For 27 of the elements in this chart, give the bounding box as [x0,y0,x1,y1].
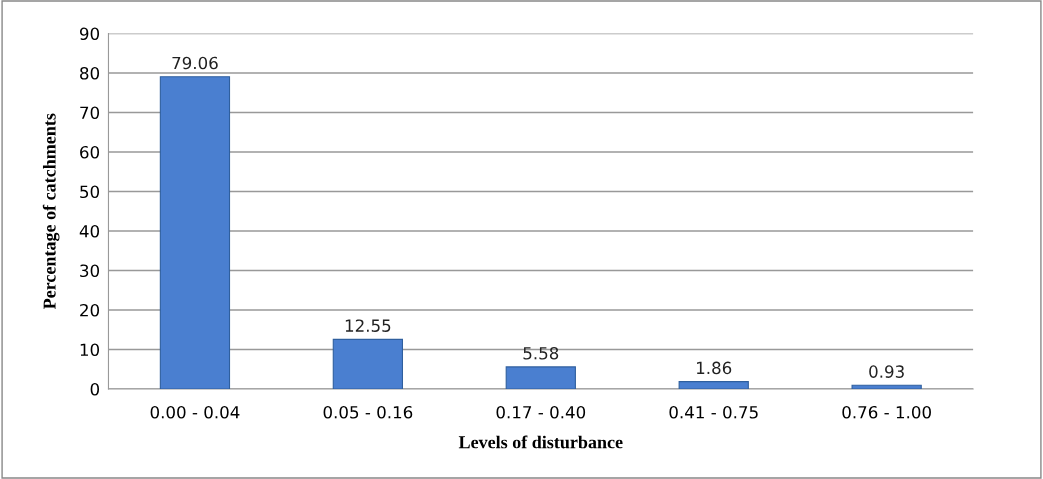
y-tick-label: 0 [90,382,100,396]
y-tick-label: 10 [80,343,100,357]
bar [505,366,576,389]
data-label: 1.86 [697,361,732,375]
y-tick-label: 70 [80,106,100,120]
y-axis-title: Percentage of catchments [42,113,60,310]
x-tick-label: 0.05 - 0.16 [323,405,413,419]
x-tick-label: 0.41 - 0.75 [669,405,758,419]
x-tick-label: 0.17 - 0.40 [496,405,586,419]
y-tick-label: 40 [79,224,100,238]
bar [159,76,231,389]
x-tick-label: 0.76 - 1.00 [842,405,931,419]
y-tick-label: 30 [80,264,100,278]
y-tick-label: 80 [80,66,100,80]
y-tick-label: 60 [80,145,100,159]
bar [332,338,404,389]
y-tick-label: 20 [80,303,100,317]
data-label: 79.06 [172,56,218,70]
x-tick-label: 0.00 - 0.04 [150,405,240,419]
data-label: 12.55 [345,319,391,332]
bar [678,381,749,389]
bar [851,384,922,389]
y-tick-label: 50 [80,185,100,199]
x-axis-title: Levels of disturbance [458,435,623,449]
data-label: 0.93 [869,365,904,378]
y-tick-label: 90 [79,27,100,41]
data-label: 5.58 [523,346,559,360]
